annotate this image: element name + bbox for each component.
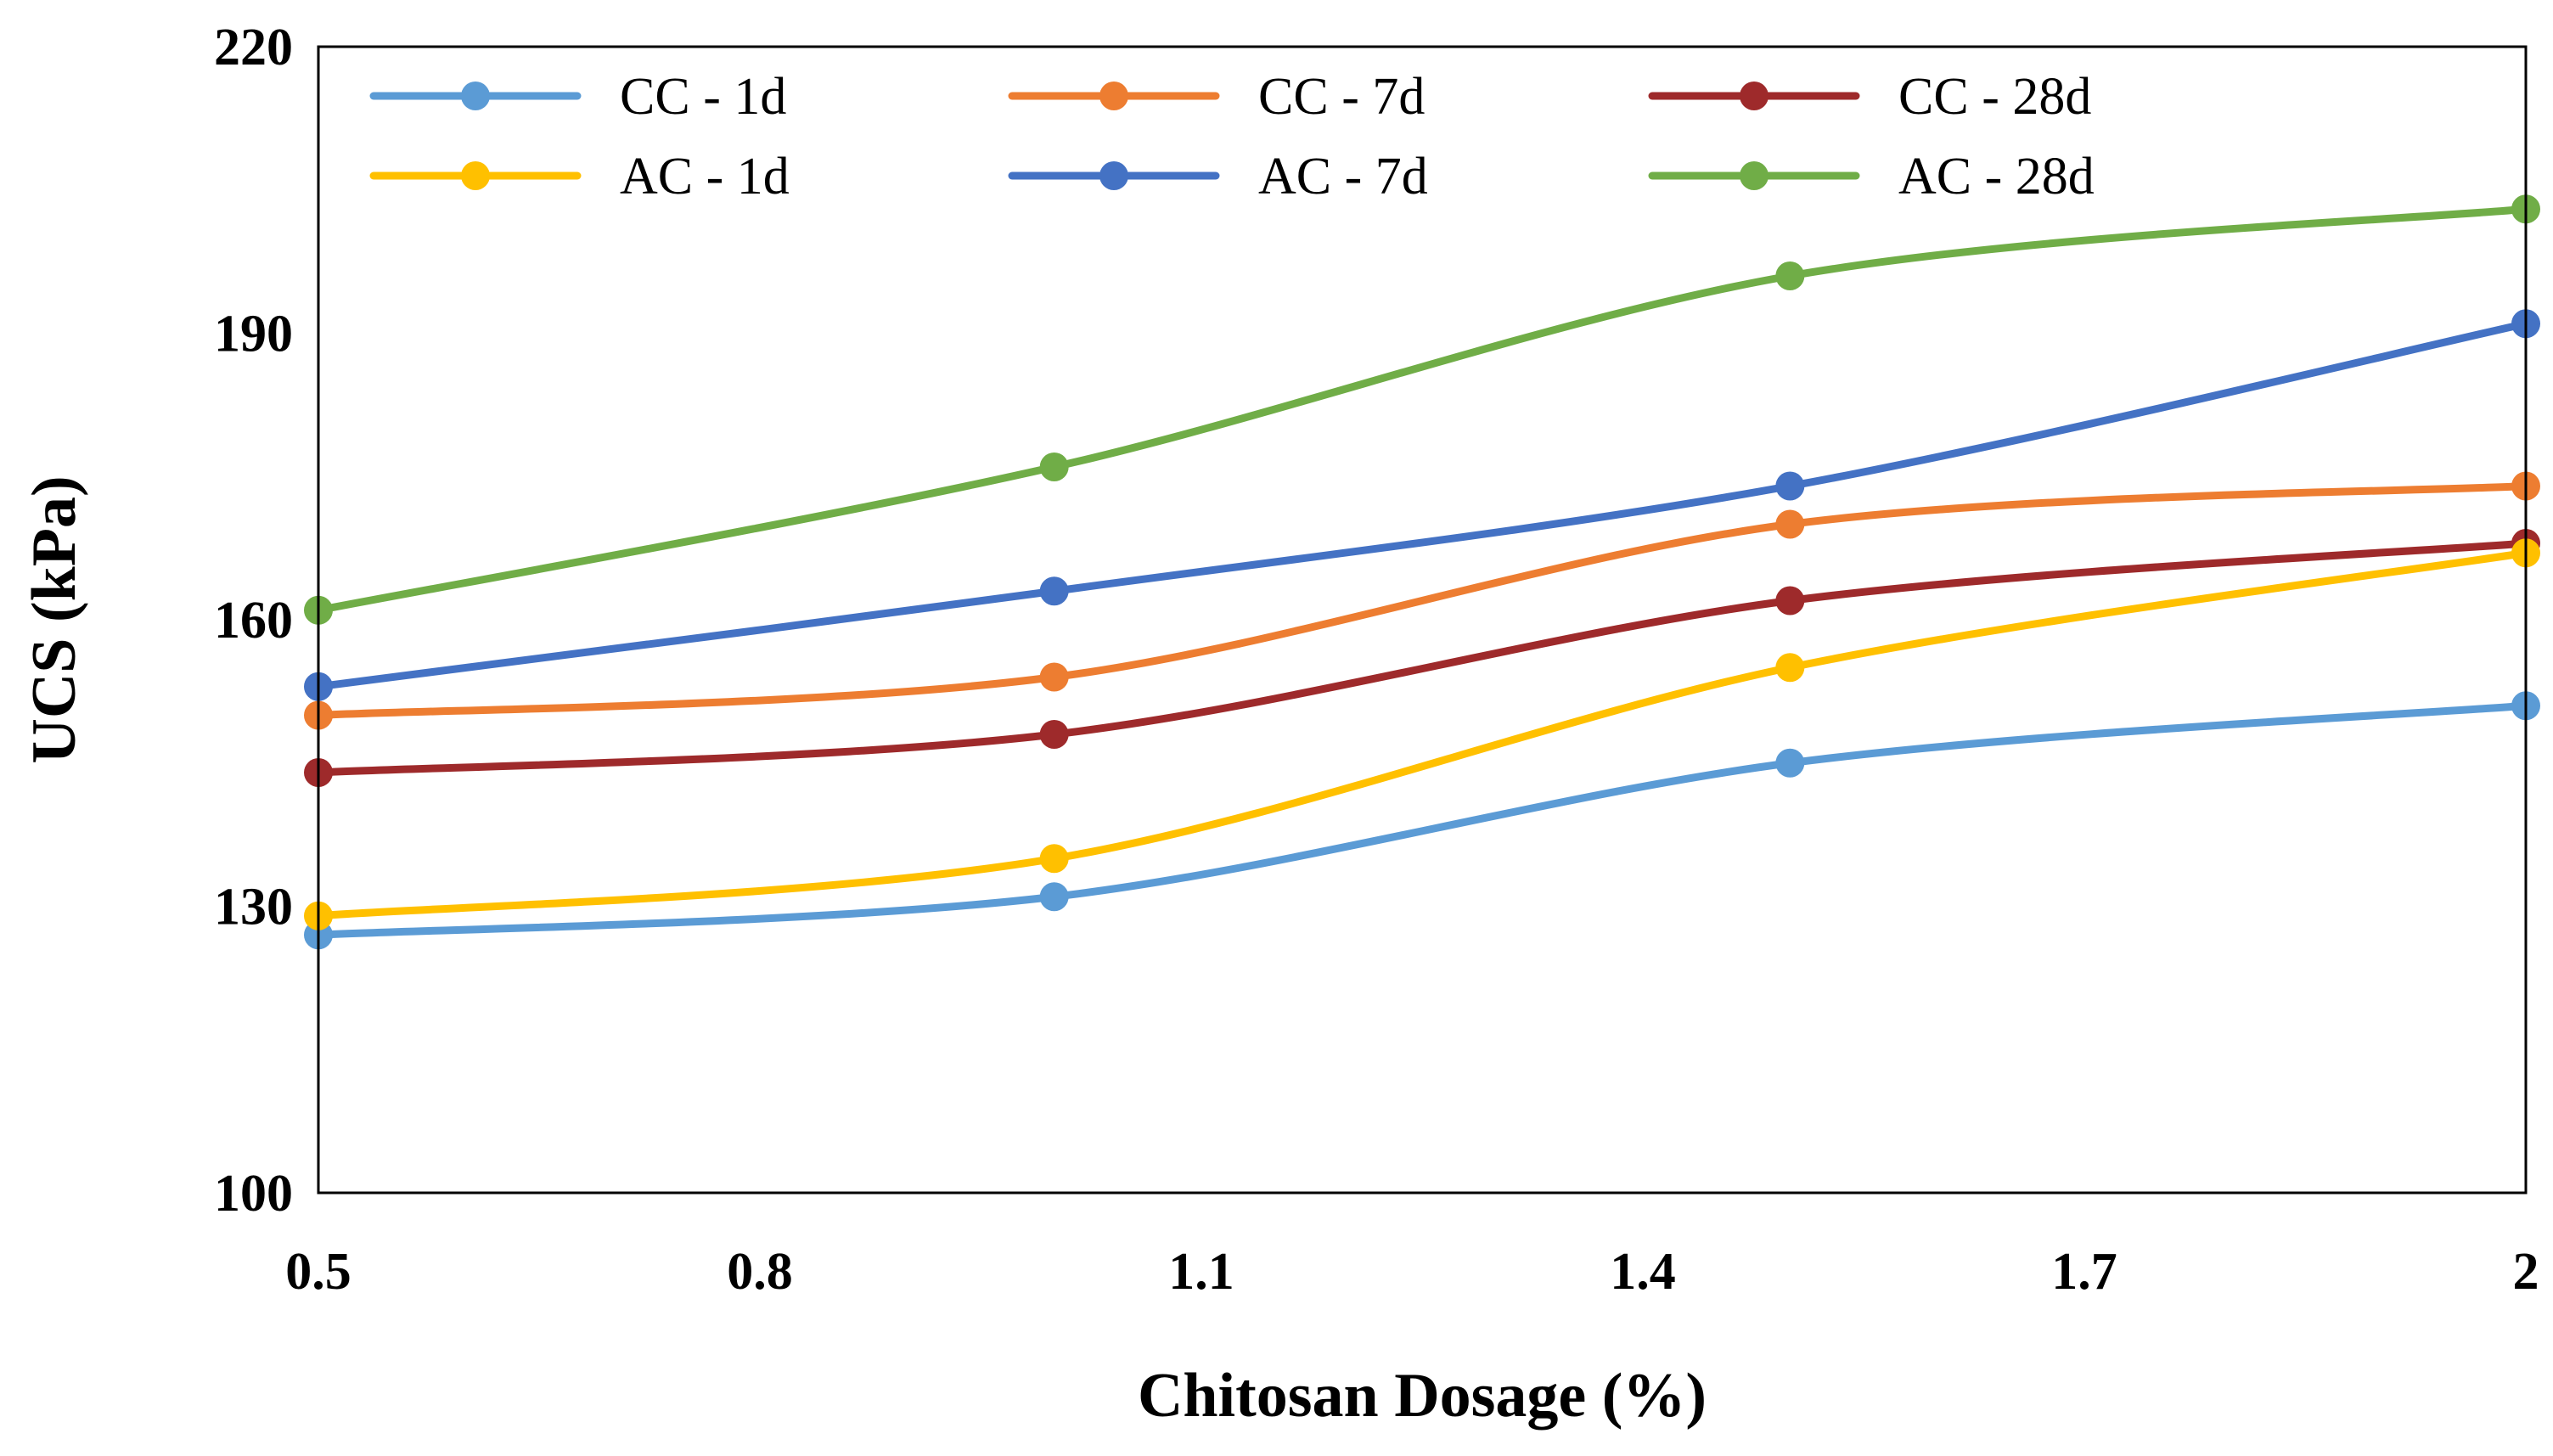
legend-marker (1740, 82, 1769, 110)
legend-marker (1099, 161, 1128, 190)
data-point (1775, 748, 1805, 778)
series-group (304, 538, 2540, 930)
y-axis-title: UCS (kPa) (20, 475, 89, 763)
x-tick-label: 2 (2513, 1243, 2539, 1301)
legend-item: CC - 1d (369, 68, 786, 126)
series-line (314, 482, 2530, 719)
y-tick-label: 220 (214, 19, 293, 76)
legend-marker (461, 82, 490, 110)
legend-label: CC - 7d (1258, 68, 1425, 126)
plot-area-border (317, 45, 2528, 1195)
series-line (314, 548, 2530, 920)
legend-label: AC - 28d (1898, 148, 2095, 205)
data-point (1039, 453, 1069, 481)
legend: CC - 1d CC - 7d CC - 28d AC - 1d AC - 7d AC -… (369, 68, 2095, 205)
x-tick-label: 1.7 (2051, 1243, 2117, 1301)
data-point (1039, 576, 1069, 606)
legend-label: AC - 1d (620, 148, 790, 205)
legend-item: CC - 28d (1648, 68, 2091, 126)
legend-label: CC - 28d (1898, 68, 2091, 126)
legend-item: CC - 7d (1008, 68, 1425, 126)
series-group (304, 309, 2540, 701)
ticks-layer: 100 130 160 190 220 0.5 0.8 1.1 1.4 1.7 2 (214, 19, 2539, 1301)
legend-item: AC - 7d (1008, 148, 1428, 205)
x-tick-label: 0.5 (285, 1243, 351, 1301)
legend-label: CC - 1d (620, 68, 786, 126)
data-point (1775, 261, 1805, 290)
series-line (314, 539, 2530, 777)
legend-marker (461, 161, 490, 190)
data-point (1775, 509, 1805, 539)
y-tick-label: 100 (214, 1165, 293, 1223)
x-tick-label: 1.4 (1610, 1243, 1676, 1301)
series-group (304, 471, 2540, 730)
data-point (1039, 662, 1069, 692)
y-tick-label: 160 (214, 592, 293, 649)
legend-item: AC - 1d (369, 148, 790, 205)
x-tick-label: 0.8 (727, 1243, 793, 1301)
data-point (1775, 586, 1805, 616)
legend-item: AC - 28d (1648, 148, 2095, 205)
x-tick-label: 1.1 (1168, 1243, 1234, 1301)
legend-label: AC - 7d (1258, 148, 1428, 205)
x-axis-title: Chitosan Dosage (%) (1138, 1361, 1707, 1431)
series-line (314, 205, 2530, 615)
data-point (1039, 882, 1069, 912)
data-point (1039, 720, 1069, 749)
data-point (1039, 844, 1069, 874)
series-layer (304, 194, 2540, 950)
series-line (314, 701, 2530, 939)
y-tick-label: 130 (214, 879, 293, 936)
data-point (1775, 653, 1805, 683)
legend-marker (1740, 161, 1769, 190)
y-tick-label: 190 (214, 306, 293, 363)
data-point (1775, 471, 1805, 501)
legend-marker (1099, 82, 1128, 110)
series-line (314, 319, 2530, 691)
